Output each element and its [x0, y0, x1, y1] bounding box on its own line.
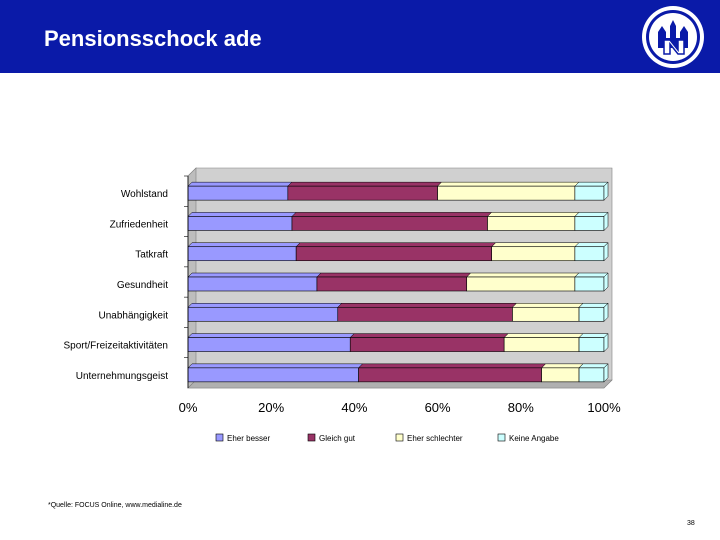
x-tick-label-5: 100%	[587, 400, 621, 415]
bar-segment-0-6	[187, 363, 364, 383]
x-tick-label-0: 0%	[179, 400, 198, 415]
bar-segment-0-5	[187, 333, 355, 352]
bar-segment-1-2	[295, 242, 497, 262]
bar-segment-1-4	[337, 303, 518, 322]
slide-title: Pensionsschock ade	[44, 26, 262, 51]
bar-segment-3-5	[578, 332, 609, 353]
category-label-4: Unabhängigkeit	[99, 310, 169, 321]
category-label-1: Zufriedenheit	[110, 219, 169, 230]
bar-segment-2-3	[466, 272, 580, 292]
bar-segment-1-1	[291, 212, 493, 231]
bar-segment-1-6	[357, 363, 547, 383]
bar-segment-2-5	[503, 333, 584, 352]
category-label-6: Unternehmungsgeist	[76, 371, 168, 382]
bar-segment-0-3	[187, 272, 322, 292]
bar-segment-3-6	[578, 363, 609, 383]
category-label-0: Wohlstand	[121, 189, 168, 200]
legend-swatch-0	[215, 433, 224, 442]
bar-segment-2-6	[540, 363, 584, 383]
bar-segment-0-1	[187, 212, 297, 231]
legend-swatch-1	[307, 433, 316, 442]
x-tick-label-1: 20%	[258, 400, 284, 415]
source-footnote: *Quelle: FOCUS Online, www.medialine.de	[48, 502, 182, 509]
bar-segment-2-0	[436, 181, 580, 201]
bar-segment-2-2	[491, 242, 580, 262]
legend-swatch-2	[395, 433, 404, 442]
bar-segment-3-2	[574, 242, 609, 262]
legend-entry-1: Gleich gut	[307, 433, 356, 443]
category-label-3: Gesundheit	[117, 280, 168, 291]
bar-segment-0-2	[187, 242, 301, 262]
category-label-5: Sport/Freizeitaktivitäten	[64, 341, 169, 352]
x-tick-label-4: 80%	[508, 400, 534, 415]
bar-segment-3-1	[574, 211, 609, 232]
legend-label-3: Keine Angabe	[509, 434, 559, 443]
legend-entry-2: Eher schlechter	[395, 433, 463, 443]
legend-entry-0: Eher besser	[215, 433, 270, 443]
slide-header: Pensionsschock ade	[0, 0, 720, 73]
bar-segment-3-4	[578, 302, 609, 322]
x-tick-label-2: 40%	[341, 400, 367, 415]
legend-label-2: Eher schlechter	[407, 434, 463, 443]
legend-label-0: Eher besser	[227, 434, 270, 443]
bar-segment-2-1	[486, 212, 580, 231]
legend-entry-3: Keine Angabe	[497, 433, 559, 443]
category-label-2: Tatkraft	[135, 250, 168, 261]
legend-swatch-3	[497, 433, 506, 442]
bar-segment-1-3	[316, 272, 472, 292]
bar-segment-0-4	[187, 303, 343, 322]
bar-segment-1-5	[349, 333, 509, 352]
legend-label-1: Gleich gut	[319, 434, 356, 443]
bar-segment-0-0	[187, 181, 293, 201]
x-tick-label-3: 60%	[425, 400, 451, 415]
bar-segment-3-0	[574, 181, 609, 201]
bar-segment-3-3	[574, 272, 609, 292]
page-number: 38	[687, 520, 695, 527]
logo-emblem	[642, 6, 704, 68]
bar-segment-1-0	[287, 181, 443, 201]
bar-segment-2-4	[511, 303, 584, 322]
